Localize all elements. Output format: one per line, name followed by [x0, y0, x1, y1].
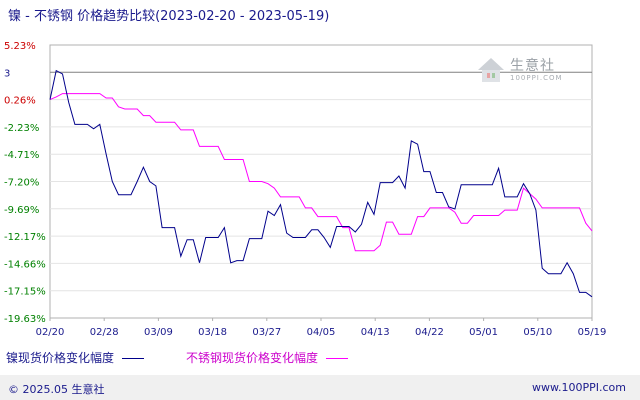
series-line-stainless	[49, 93, 593, 252]
y-tick-label: -14.66%	[4, 259, 46, 270]
x-tick-label: 03/09	[144, 327, 173, 338]
legend-label-stainless: 不锈钢现货价格变化幅度	[186, 351, 319, 365]
series-line-nickel	[49, 69, 593, 298]
y-tick-label: -19.63%	[4, 314, 46, 325]
x-tick-label: 03/18	[198, 327, 227, 338]
legend-swatch-stainless	[326, 358, 349, 359]
y-tick-label: 3	[4, 68, 10, 79]
x-tick-label: 05/01	[469, 327, 498, 338]
x-tick-label: 05/10	[523, 327, 552, 338]
logo-name: 生意社	[510, 58, 555, 74]
x-tick-label: 02/28	[90, 327, 119, 338]
footer-site-link[interactable]: www.100PPI.com	[532, 381, 626, 394]
legend-swatch-nickel	[122, 358, 145, 359]
y-tick-label: 5.23%	[4, 41, 36, 52]
y-tick-label: -4.71%	[4, 150, 39, 161]
x-tick-label: 04/22	[415, 327, 444, 338]
house-logo-icon	[478, 58, 504, 82]
y-tick-label: 0.26%	[4, 96, 36, 107]
chart-title: 镍 - 不锈钢 价格趋势比较(2023-02-20 - 2023-05-19)	[8, 9, 330, 24]
x-tick-label: 04/05	[307, 327, 336, 338]
x-tick-label: 03/27	[252, 327, 281, 338]
x-tick-label: 02/20	[36, 327, 65, 338]
footer-bar: © 2025.05 生意社 www.100PPI.com	[0, 375, 640, 400]
watermark-logo: 生意社 100PPI.COM	[474, 52, 584, 88]
legend-item-nickel: 镍现货价格变化幅度	[6, 349, 145, 366]
y-tick-label: -17.15%	[4, 287, 46, 298]
y-tick-label: -12.17%	[4, 232, 46, 243]
chart-area: 5.23% 3 0.26% -2.23% -4.71% -7.20% -9.69% -12.1…	[4, 41, 607, 338]
y-tick-label: -9.69%	[4, 205, 39, 216]
logo-subtitle: 100PPI.COM	[510, 74, 563, 82]
x-tick-label: 05/19	[578, 327, 607, 338]
x-tick-label: 04/13	[361, 327, 390, 338]
y-tick-label: -2.23%	[4, 123, 39, 134]
footer-copyright: © 2025.05 生意社	[8, 383, 105, 396]
legend-label-nickel: 镍现货价格变化幅度	[6, 351, 115, 365]
y-tick-label: -7.20%	[4, 178, 39, 189]
legend-item-stainless: 不锈钢现货价格变化幅度	[186, 349, 349, 366]
